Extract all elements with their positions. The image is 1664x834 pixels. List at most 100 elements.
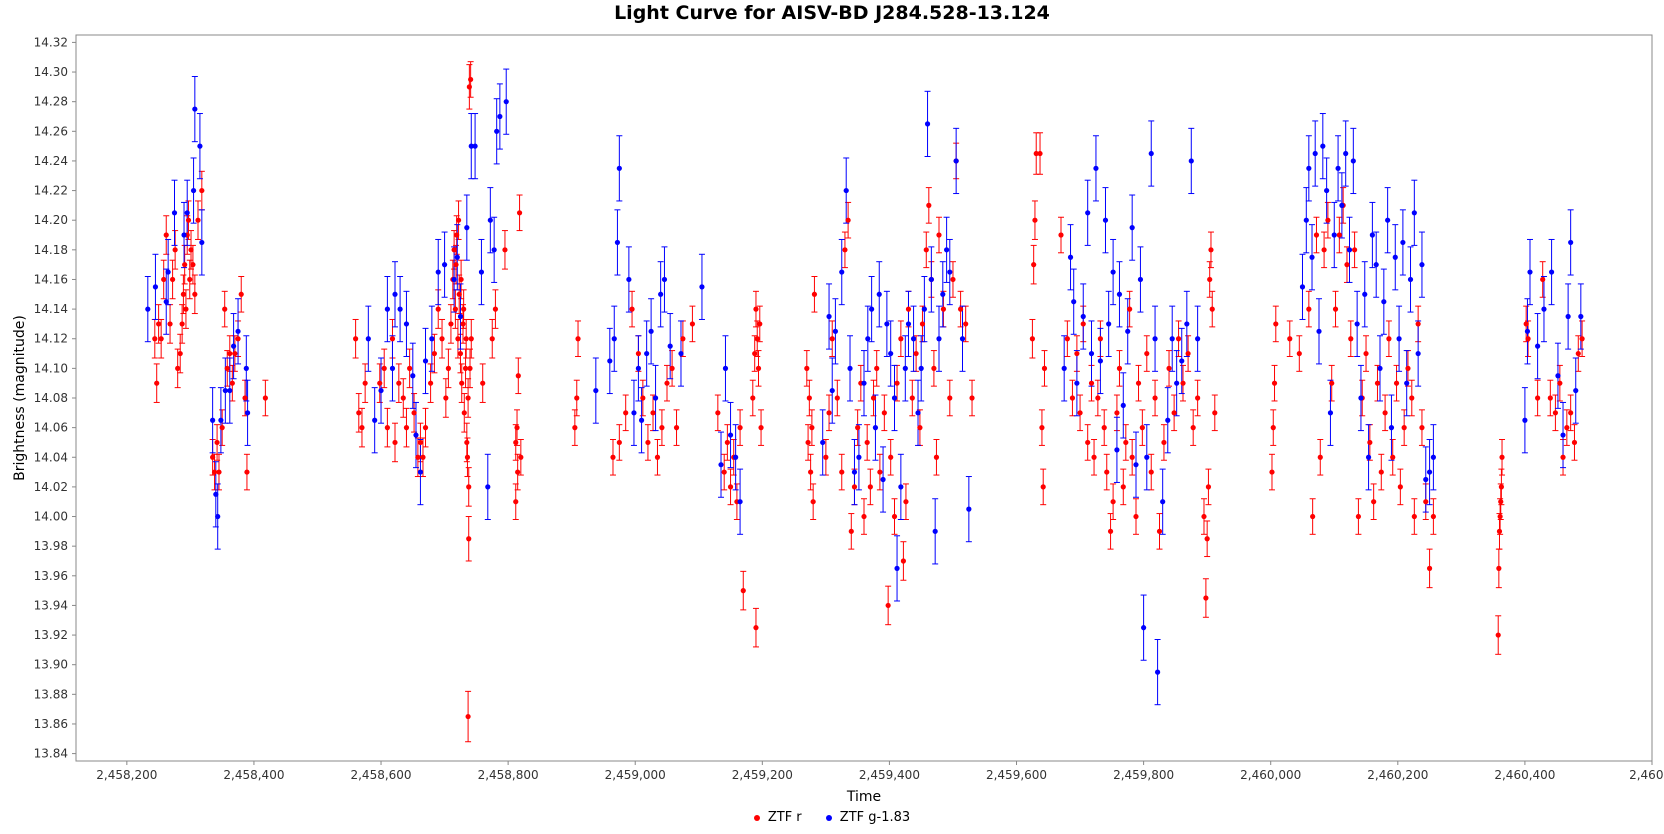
data-point-ztf-g (487, 217, 493, 223)
data-point-ztf-r (898, 336, 904, 342)
data-point-ztf-g (1309, 254, 1315, 260)
data-point-ztf-r (238, 291, 244, 297)
data-point-ztf-g (826, 313, 832, 320)
data-point-ztf-g (1335, 165, 1341, 171)
y-tick-label: 14.32 (34, 35, 68, 49)
y-tick-label: 14.00 (34, 510, 68, 524)
data-point-ztf-r (1190, 425, 1196, 431)
data-point-ztf-g (1120, 402, 1126, 409)
data-point-ztf-r (903, 499, 909, 505)
x-axis: 2,458,200 2,458,400 2,458,600 2,458,800 2,45… (96, 761, 1664, 782)
x-tick-label: 2,458,200 (96, 768, 157, 782)
data-point-ztf-g (820, 439, 826, 446)
data-point-ztf-g (1354, 321, 1360, 327)
data-point-ztf-r (753, 625, 759, 631)
y-tick-label: 14.06 (34, 421, 68, 435)
data-point-ztf-r (415, 454, 421, 460)
data-point-ztf-r (411, 410, 417, 416)
data-point-ztf-r (492, 306, 499, 312)
data-point-ztf-r (1040, 484, 1046, 490)
data-point-ztf-r (650, 410, 656, 416)
data-point-ztf-g (1548, 269, 1555, 275)
data-point-ztf-g (1080, 313, 1086, 320)
data-point-ztf-g (1085, 210, 1091, 216)
y-tick-label: 14.18 (34, 243, 68, 257)
data-point-ztf-r (451, 247, 457, 253)
data-point-ztf-r (1497, 513, 1503, 520)
data-point-ztf-r (467, 365, 473, 371)
data-point-ztf-r (169, 276, 176, 283)
data-point-ztf-r (1564, 425, 1570, 431)
data-point-ztf-r (1332, 306, 1339, 312)
data-point-ztf-r (1269, 469, 1275, 475)
data-point-ztf-g (1179, 358, 1185, 364)
data-point-ztf-r (757, 321, 763, 327)
data-point-ztf-r (182, 262, 188, 268)
data-point-ztf-g (1137, 276, 1144, 283)
data-point-ztf-r (826, 410, 832, 416)
data-point-ztf-g (181, 232, 187, 238)
data-point-ztf-g (190, 187, 197, 194)
data-point-ztf-r (1204, 536, 1210, 542)
data-point-ztf-r (356, 410, 362, 416)
data-point-ztf-r (187, 276, 193, 283)
data-point-ztf-r (864, 439, 870, 446)
data-point-ztf-g (1316, 328, 1322, 334)
data-point-ztf-g (457, 313, 464, 320)
data-point-ztf-g (843, 187, 849, 194)
data-point-ztf-r (480, 380, 486, 386)
data-point-ztf-r (1208, 247, 1214, 253)
data-point-ztf-r (1039, 425, 1045, 431)
data-point-ztf-r (464, 439, 470, 446)
data-point-ztf-g (413, 432, 419, 438)
data-point-ztf-g (1373, 262, 1379, 268)
data-point-ztf-r (1382, 410, 1388, 416)
data-point-ztf-r (1371, 499, 1377, 505)
legend-item-ztf-g: ZTF g-1.83 (825, 810, 910, 825)
data-point-ztf-g (947, 269, 953, 275)
data-point-ztf-g (152, 284, 159, 290)
data-point-ztf-r (1579, 336, 1585, 342)
data-point-ztf-r (1523, 321, 1529, 327)
data-point-ztf-g (451, 276, 457, 283)
data-point-ztf-g (888, 350, 894, 357)
data-point-ztf-r (468, 76, 474, 83)
data-point-ztf-r (1110, 499, 1116, 505)
data-point-ztf-g (213, 491, 219, 497)
data-point-ztf-g (667, 343, 673, 349)
data-point-ztf-r (1058, 232, 1064, 238)
data-point-ztf-r (199, 187, 205, 194)
data-point-ztf-r (1064, 336, 1070, 342)
y-tick-label: 13.90 (34, 658, 68, 672)
data-point-ztf-r (514, 425, 520, 431)
data-point-ztf-r (1205, 484, 1212, 490)
data-point-ztf-r (1296, 350, 1302, 357)
data-point-ztf-r (353, 336, 359, 342)
data-point-ztf-r (1201, 513, 1207, 520)
data-point-ztf-g (661, 276, 668, 283)
data-point-ztf-g (722, 365, 729, 371)
data-point-ztf-g (733, 454, 739, 460)
data-point-ztf-g (644, 350, 650, 357)
data-point-ztf-g (1154, 669, 1161, 675)
data-point-ztf-r (468, 336, 474, 342)
data-point-ztf-r (458, 276, 464, 283)
data-point-ztf-g (1320, 143, 1326, 149)
data-point-ztf-r (154, 380, 160, 386)
data-point-ztf-r (1135, 380, 1142, 386)
data-point-ztf-g (847, 365, 853, 371)
data-point-ztf-r (635, 350, 642, 357)
data-point-ztf-g (1578, 313, 1584, 320)
data-point-ztf-r (192, 291, 198, 297)
data-point-ztf-g (1565, 313, 1571, 320)
data-point-ztf-g (616, 165, 622, 171)
data-point-ztf-r (727, 484, 734, 490)
data-point-ztf-g (856, 454, 862, 460)
data-point-ztf-r (715, 410, 721, 416)
data-point-ztf-r (1037, 150, 1043, 157)
data-point-ztf-r (1101, 425, 1107, 431)
data-point-ztf-r (1029, 336, 1036, 342)
data-point-ztf-r (755, 365, 762, 371)
data-point-ztf-r (384, 425, 390, 431)
data-point-ztf-r (1348, 336, 1354, 342)
